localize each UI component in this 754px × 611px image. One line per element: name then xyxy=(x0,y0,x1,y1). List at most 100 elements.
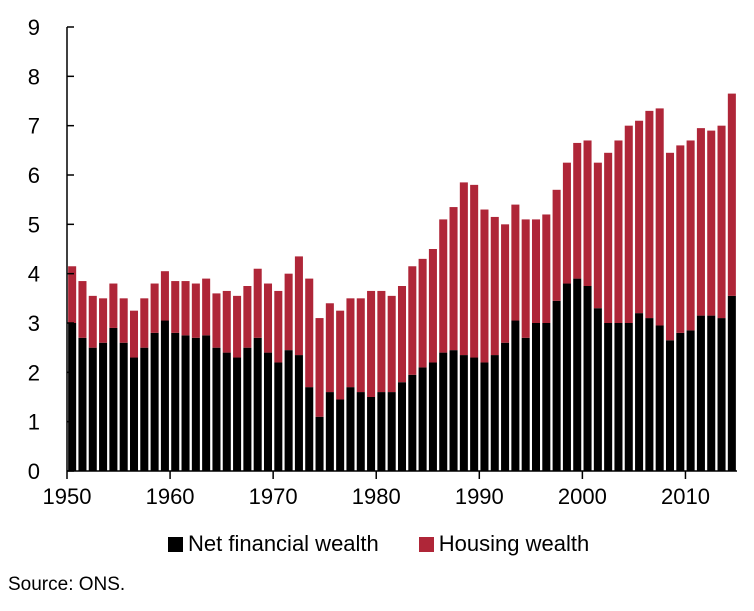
bar-net-1965 xyxy=(222,352,231,471)
bar-net-1975 xyxy=(325,392,334,471)
bar-housing-1965 xyxy=(222,290,231,353)
x-tick-label: 2000 xyxy=(558,484,607,509)
legend: Net financial wealth Housing wealth xyxy=(168,531,629,557)
bar-net-1980 xyxy=(377,392,386,471)
bar-net-1994 xyxy=(521,337,530,471)
bar-housing-1990 xyxy=(480,209,489,363)
bar-housing-1993 xyxy=(511,204,520,321)
bar-net-2012 xyxy=(707,315,716,471)
bar-housing-1953 xyxy=(99,298,108,343)
bar-net-2014 xyxy=(727,295,736,471)
bar-net-1952 xyxy=(88,347,97,471)
bar-net-1977 xyxy=(346,387,355,471)
bar-housing-1999 xyxy=(573,142,582,279)
bar-net-1979 xyxy=(367,397,376,471)
bar-housing-1951 xyxy=(78,281,87,338)
bar-net-1972 xyxy=(294,355,303,471)
axes-group: 0 1 2 3 4 5 6 7 8 9 1950 1960 1970 1980 1990 2000 2010 xyxy=(28,15,737,509)
source-note: Source: ONS. xyxy=(8,574,126,595)
bar-net-2003 xyxy=(614,323,623,471)
legend-swatch-housing xyxy=(418,536,434,552)
bar-net-1962 xyxy=(191,337,200,471)
bar-housing-2012 xyxy=(707,130,716,316)
bar-housing-2001 xyxy=(593,162,602,309)
bar-housing-2006 xyxy=(645,110,654,319)
bar-housing-1991 xyxy=(490,216,499,356)
bar-housing-2013 xyxy=(717,125,726,319)
bar-net-2007 xyxy=(655,325,664,471)
bar-housing-2003 xyxy=(614,140,623,323)
bar-housing-2010 xyxy=(686,140,695,331)
bar-net-2005 xyxy=(635,313,644,471)
bar-net-1976 xyxy=(336,399,345,471)
y-tick-label: 9 xyxy=(28,15,40,40)
bar-net-1969 xyxy=(263,352,273,471)
bar-net-1950 xyxy=(68,323,77,471)
bar-housing-1955 xyxy=(119,298,128,343)
bar-housing-1972 xyxy=(294,256,303,356)
y-tick-label: 4 xyxy=(28,262,40,287)
y-tick-label: 6 xyxy=(28,163,40,188)
bar-housing-2009 xyxy=(676,145,685,333)
x-tick-label: 1990 xyxy=(455,484,504,509)
bar-housing-1969 xyxy=(263,283,273,353)
bar-housing-2014 xyxy=(727,93,736,296)
bar-housing-1964 xyxy=(212,293,221,348)
bars-group xyxy=(68,93,736,471)
bar-housing-1978 xyxy=(356,298,365,393)
bar-housing-1956 xyxy=(129,310,139,358)
bar-housing-1962 xyxy=(191,283,200,338)
bar-net-1981 xyxy=(387,392,396,471)
legend-item-net: Net financial wealth xyxy=(168,531,379,557)
bar-net-2011 xyxy=(696,315,705,471)
bar-housing-1995 xyxy=(531,219,541,323)
bar-housing-1987 xyxy=(449,207,458,351)
bar-net-1989 xyxy=(470,357,479,471)
bar-net-1960 xyxy=(171,332,180,471)
bar-net-2013 xyxy=(717,318,726,471)
bar-net-1984 xyxy=(418,367,427,471)
bar-housing-1966 xyxy=(233,295,242,358)
bar-housing-1957 xyxy=(140,298,149,348)
bar-housing-1974 xyxy=(315,318,324,417)
bar-net-1990 xyxy=(480,362,489,471)
bar-housing-1980 xyxy=(377,290,386,393)
bar-net-1995 xyxy=(531,323,541,471)
y-tick-label: 2 xyxy=(28,360,40,385)
bar-housing-1988 xyxy=(459,182,468,356)
bar-housing-1977 xyxy=(346,298,355,388)
bar-net-1971 xyxy=(284,350,293,471)
bar-net-2000 xyxy=(583,286,592,471)
bar-net-1963 xyxy=(202,335,211,471)
x-tick-label: 2010 xyxy=(661,484,710,509)
bar-net-1951 xyxy=(78,337,87,471)
bar-net-1983 xyxy=(408,374,417,471)
bar-housing-1983 xyxy=(408,266,417,375)
bar-net-1959 xyxy=(160,320,169,471)
bar-net-1988 xyxy=(459,355,468,471)
bar-housing-1997 xyxy=(552,189,561,301)
bar-net-2002 xyxy=(604,323,613,471)
bar-net-1961 xyxy=(181,335,190,471)
bar-net-1991 xyxy=(490,355,499,471)
y-tick-label: 8 xyxy=(28,64,40,89)
bar-net-1954 xyxy=(109,327,118,471)
bar-housing-1960 xyxy=(171,281,180,333)
bar-net-2009 xyxy=(676,332,685,471)
bar-net-1998 xyxy=(562,283,571,471)
bar-housing-1985 xyxy=(428,249,437,363)
bar-net-1955 xyxy=(119,342,128,471)
bar-housing-1961 xyxy=(181,281,190,336)
bar-housing-1994 xyxy=(521,219,530,338)
bar-net-2006 xyxy=(645,318,654,471)
bar-net-1997 xyxy=(552,300,561,471)
legend-swatch-net xyxy=(168,536,183,552)
bar-net-1970 xyxy=(274,362,283,471)
legend-label-net: Net financial wealth xyxy=(188,531,379,556)
bar-housing-1950 xyxy=(68,266,77,323)
stacked-bar-chart: 0 1 2 3 4 5 6 7 8 9 1950 1960 1970 1980 1990 2000 2010 xyxy=(28,15,737,509)
bar-net-1985 xyxy=(428,362,437,471)
bar-net-1978 xyxy=(356,392,365,471)
bar-net-1957 xyxy=(140,347,149,471)
bar-net-1958 xyxy=(150,332,159,471)
